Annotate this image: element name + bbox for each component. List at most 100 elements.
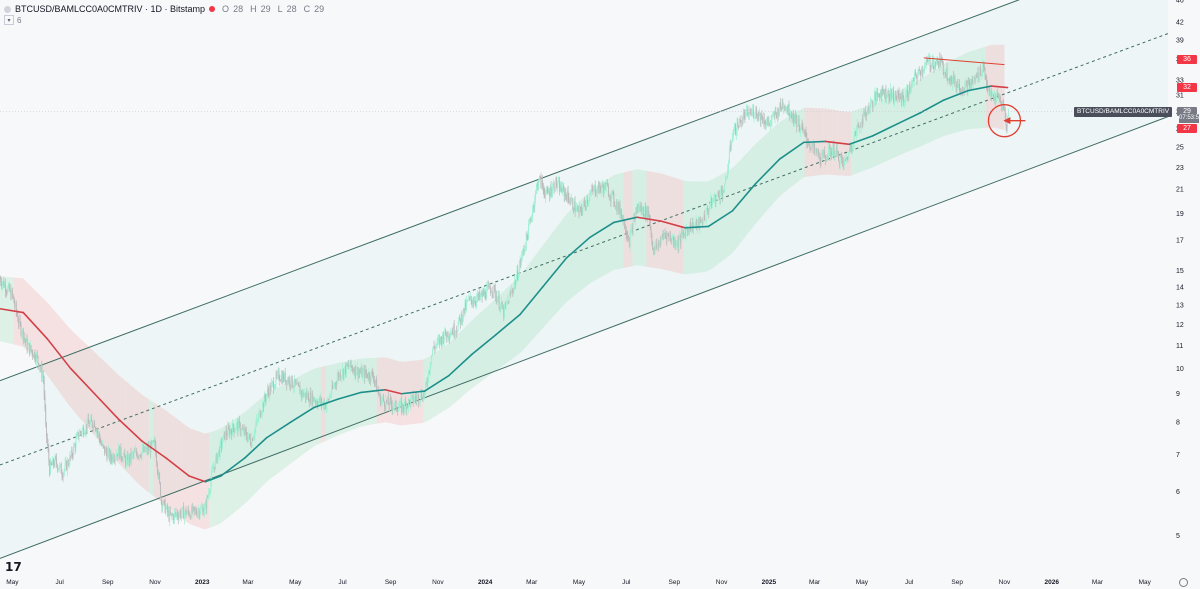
candle-body bbox=[377, 389, 379, 394]
candle bbox=[839, 154, 841, 170]
candle bbox=[337, 368, 339, 384]
candle-body bbox=[941, 59, 943, 61]
candle-body bbox=[151, 441, 153, 444]
candle bbox=[906, 84, 908, 98]
candle bbox=[731, 141, 733, 151]
candle-body bbox=[52, 458, 54, 466]
candle-body bbox=[829, 148, 831, 156]
candle bbox=[493, 283, 495, 299]
candle-body bbox=[229, 429, 231, 436]
candle bbox=[631, 223, 633, 236]
candle-body bbox=[9, 289, 11, 292]
candle bbox=[114, 454, 116, 465]
candle bbox=[802, 123, 804, 134]
candle-body bbox=[693, 224, 695, 226]
candle bbox=[60, 461, 62, 474]
candle-body bbox=[942, 60, 943, 63]
candle bbox=[790, 109, 792, 119]
candle-body bbox=[529, 218, 531, 223]
candle-body bbox=[230, 429, 232, 432]
candle-body bbox=[840, 156, 842, 158]
candle bbox=[613, 191, 615, 208]
candle bbox=[411, 394, 413, 400]
candle-body bbox=[541, 180, 543, 188]
candle-body bbox=[543, 188, 545, 194]
candle-body bbox=[359, 372, 361, 374]
indicator-legend[interactable]: ▾ 6 bbox=[4, 15, 21, 25]
candle-body bbox=[7, 287, 9, 293]
candle bbox=[743, 109, 745, 120]
candle bbox=[187, 506, 189, 515]
candle-body bbox=[942, 62, 944, 73]
candle-body bbox=[260, 414, 262, 417]
candle bbox=[30, 344, 32, 352]
candle-body bbox=[84, 433, 85, 435]
candle-body bbox=[135, 450, 137, 452]
candle bbox=[43, 375, 45, 401]
candle bbox=[133, 446, 135, 459]
candle bbox=[135, 447, 137, 457]
candle bbox=[142, 442, 144, 455]
candle bbox=[283, 371, 285, 383]
gear-icon[interactable] bbox=[1179, 578, 1188, 587]
candle bbox=[31, 349, 33, 354]
candle-body bbox=[948, 78, 950, 81]
candle bbox=[924, 61, 926, 75]
candle bbox=[174, 511, 176, 518]
candle-body bbox=[548, 192, 550, 194]
candle bbox=[147, 440, 149, 457]
candle-body bbox=[19, 318, 21, 324]
candle bbox=[168, 506, 170, 523]
candle-body bbox=[982, 64, 984, 74]
candle bbox=[814, 148, 816, 156]
candle-body bbox=[1000, 102, 1002, 110]
chevron-down-icon[interactable]: ▾ bbox=[4, 15, 14, 25]
candle bbox=[56, 453, 58, 469]
candle-body bbox=[823, 152, 825, 154]
candle-body bbox=[511, 290, 512, 293]
candle-body bbox=[558, 181, 560, 182]
candle-body bbox=[33, 352, 35, 358]
candle bbox=[581, 207, 583, 217]
candle bbox=[4, 281, 6, 289]
candle-body bbox=[22, 329, 24, 341]
symbol-title[interactable]: BTCUSD/BAMLCC0A0CMTRIV · 1D · Bitstamp bbox=[15, 4, 206, 14]
candle-body bbox=[605, 183, 607, 190]
candle-body bbox=[204, 503, 206, 506]
candle bbox=[957, 78, 959, 88]
candle-body bbox=[862, 111, 864, 124]
candle-body bbox=[23, 337, 25, 341]
candle bbox=[408, 398, 410, 404]
candle-body bbox=[270, 383, 272, 392]
candle-body bbox=[864, 111, 866, 113]
candle-body bbox=[530, 218, 532, 220]
candle-body bbox=[352, 370, 354, 372]
candle bbox=[812, 142, 814, 154]
candle-body bbox=[828, 147, 830, 149]
candle-body bbox=[309, 393, 311, 403]
candle-body bbox=[916, 77, 918, 80]
candle-body bbox=[303, 394, 305, 397]
candle-body bbox=[572, 198, 574, 209]
candle-body bbox=[985, 76, 987, 79]
symbol-legend[interactable]: BTCUSD/BAMLCC0A0CMTRIV · 1D · Bitstamp O… bbox=[4, 2, 324, 16]
candle-body bbox=[295, 382, 297, 384]
candle-body bbox=[969, 82, 971, 88]
candle bbox=[557, 176, 559, 189]
candle-body bbox=[290, 375, 292, 386]
candle-body bbox=[993, 96, 995, 101]
candle bbox=[224, 431, 226, 441]
candle bbox=[376, 375, 378, 392]
candle bbox=[824, 146, 826, 159]
tradingview-logo-icon[interactable]: 17 bbox=[5, 560, 22, 574]
candle-body bbox=[580, 207, 582, 211]
candle-body bbox=[488, 285, 490, 287]
candle bbox=[238, 418, 240, 432]
candle bbox=[108, 444, 109, 458]
candle bbox=[94, 419, 96, 428]
candle bbox=[990, 87, 992, 102]
candle-body bbox=[225, 430, 227, 436]
candle bbox=[828, 142, 830, 149]
candle bbox=[596, 187, 598, 195]
